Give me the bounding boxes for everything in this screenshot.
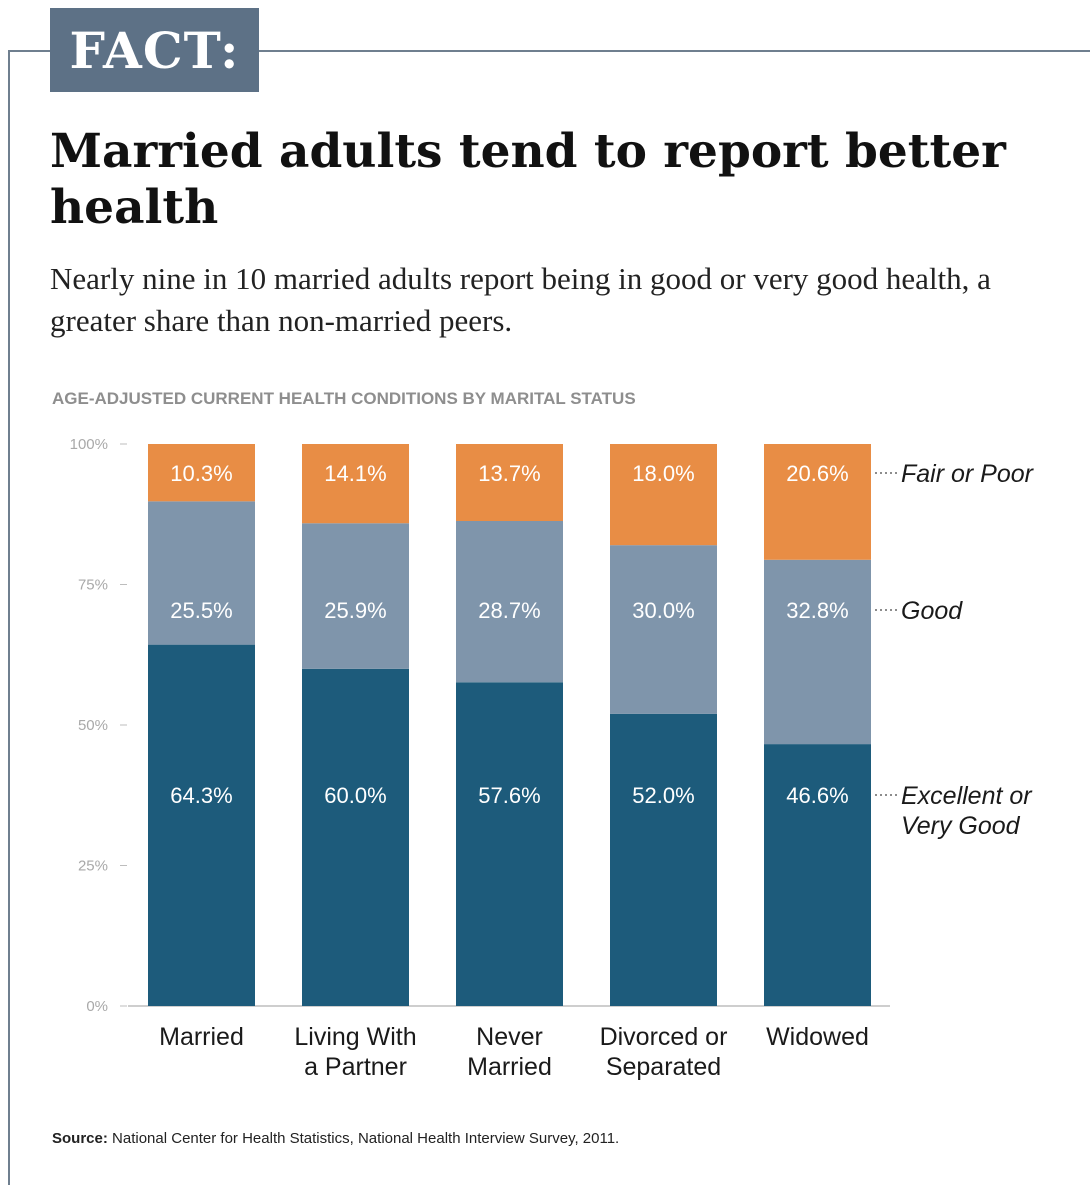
y-tick-label: 75% — [78, 577, 108, 594]
legend-label: Very Good — [901, 812, 1021, 840]
bar-segment — [610, 444, 717, 546]
legend-label: Fair or Poor — [901, 460, 1035, 488]
bar-segment — [456, 682, 563, 1006]
bar-segment — [302, 523, 409, 669]
y-tick-label: 50% — [78, 717, 108, 734]
data-label: 32.8% — [786, 598, 848, 623]
data-label: 46.6% — [786, 783, 848, 808]
bar-segment — [764, 559, 871, 745]
data-label: 25.9% — [324, 598, 386, 623]
bar-segment — [148, 644, 255, 1006]
data-label: 57.6% — [478, 783, 540, 808]
source-label: Source: — [52, 1130, 108, 1147]
bar-segment — [148, 444, 255, 502]
bar-segment — [610, 713, 717, 1006]
data-label: 25.5% — [170, 598, 232, 623]
bar-segment — [764, 744, 871, 1006]
y-tick-label: 100% — [70, 436, 108, 453]
data-label: 64.3% — [170, 783, 232, 808]
bar-segment — [148, 501, 255, 645]
bar-segment — [610, 545, 717, 714]
frame-left-rule — [8, 50, 10, 1185]
category-label: Divorced or — [600, 1023, 728, 1051]
frame-top-rule — [8, 50, 1090, 52]
category-label: Widowed — [766, 1023, 869, 1051]
bar-segment — [302, 668, 409, 1006]
source-note: Source: National Center for Health Stati… — [52, 1130, 619, 1147]
data-label: 10.3% — [170, 461, 232, 486]
category-label: Living With — [294, 1023, 416, 1051]
source-text: National Center for Health Statistics, N… — [112, 1130, 620, 1147]
data-label: 20.6% — [786, 461, 848, 486]
legend-label: Good — [901, 597, 963, 625]
bar-segment — [456, 444, 563, 521]
y-tick-label: 0% — [86, 998, 108, 1015]
data-label: 30.0% — [632, 598, 694, 623]
data-label: 28.7% — [478, 598, 540, 623]
data-label: 14.1% — [324, 461, 386, 486]
y-tick-label: 25% — [78, 858, 108, 875]
category-label: Married — [467, 1053, 552, 1081]
data-label: 52.0% — [632, 783, 694, 808]
data-label: 13.7% — [478, 461, 540, 486]
bar-segment — [456, 520, 563, 683]
category-label: Married — [159, 1023, 244, 1051]
data-label: 60.0% — [324, 783, 386, 808]
page-title: Married adults tend to report better hea… — [50, 124, 1006, 235]
chart-title: AGE-ADJUSTED CURRENT HEALTH CONDITIONS B… — [52, 389, 636, 408]
category-label: a Partner — [304, 1053, 407, 1081]
category-label: Never — [476, 1023, 543, 1051]
bar-segment — [302, 444, 409, 524]
page-subtitle: Nearly nine in 10 married adults report … — [50, 261, 991, 338]
legend-label: Excellent or — [901, 782, 1033, 810]
category-label: Separated — [606, 1053, 721, 1081]
data-label: 18.0% — [632, 461, 694, 486]
bar-segment — [764, 444, 871, 560]
fact-badge: FACT: — [50, 8, 259, 92]
